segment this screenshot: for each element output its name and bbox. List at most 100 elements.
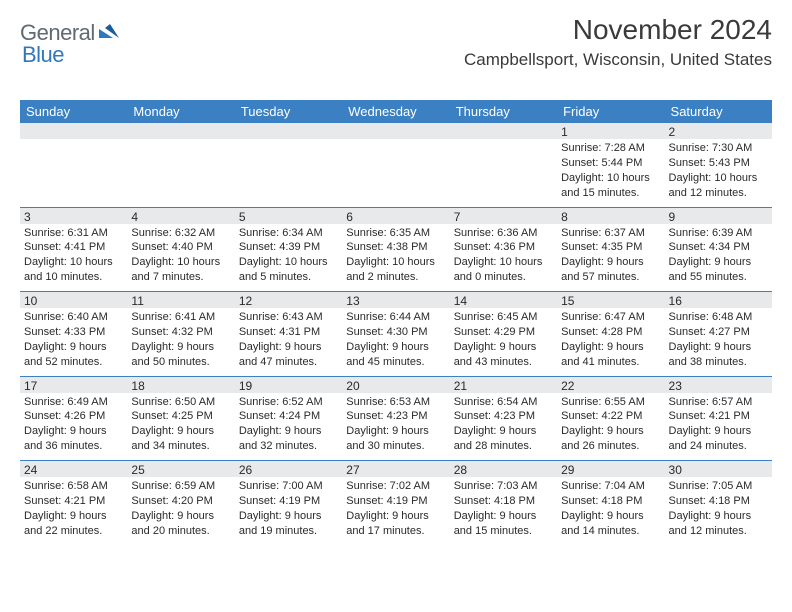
day-content-cell [235,139,342,207]
day-number: 27 [346,463,359,477]
daylight-line: Daylight: 10 hours and 12 minutes. [669,171,768,201]
daylight-line: Daylight: 10 hours and 0 minutes. [454,255,553,285]
day-number-cell: 7 [450,207,557,224]
daylight-line: Daylight: 9 hours and 50 minutes. [131,340,230,370]
day-number-cell: 6 [342,207,449,224]
daylight-line: Daylight: 9 hours and 24 minutes. [669,424,768,454]
day-number: 28 [454,463,467,477]
sunrise-line: Sunrise: 6:45 AM [454,310,553,325]
daynum-row: 17181920212223 [20,376,772,393]
day-number: 17 [24,379,37,393]
sunrise-line: Sunrise: 7:03 AM [454,479,553,494]
daynum-row: 12 [20,123,772,139]
day-number-cell: 3 [20,207,127,224]
sunrise-line: Sunrise: 6:54 AM [454,395,553,410]
day-number-cell [20,123,127,139]
sunrise-line: Sunrise: 6:44 AM [346,310,445,325]
sunset-line: Sunset: 4:34 PM [669,240,768,255]
day-content-cell: Sunrise: 6:57 AMSunset: 4:21 PMDaylight:… [665,393,772,461]
sunset-line: Sunset: 4:36 PM [454,240,553,255]
day-number-cell: 13 [342,292,449,309]
day-header-row: Sunday Monday Tuesday Wednesday Thursday… [20,100,772,123]
sunset-line: Sunset: 4:38 PM [346,240,445,255]
sunset-line: Sunset: 4:21 PM [669,409,768,424]
day-content-cell [20,139,127,207]
daylight-line: Daylight: 9 hours and 45 minutes. [346,340,445,370]
daylight-line: Daylight: 10 hours and 10 minutes. [24,255,123,285]
day-header: Thursday [450,100,557,123]
location-subtitle: Campbellsport, Wisconsin, United States [464,50,772,70]
brand-part2: Blue [22,42,64,67]
day-number-cell: 22 [557,376,664,393]
day-number-cell: 8 [557,207,664,224]
sunset-line: Sunset: 4:39 PM [239,240,338,255]
sunrise-line: Sunrise: 6:57 AM [669,395,768,410]
sunset-line: Sunset: 4:31 PM [239,325,338,340]
content-row: Sunrise: 7:28 AMSunset: 5:44 PMDaylight:… [20,139,772,207]
sunrise-line: Sunrise: 6:47 AM [561,310,660,325]
sunrise-line: Sunrise: 6:35 AM [346,226,445,241]
sunset-line: Sunset: 4:24 PM [239,409,338,424]
daylight-line: Daylight: 9 hours and 19 minutes. [239,509,338,539]
day-number-cell: 24 [20,461,127,478]
day-number-cell: 25 [127,461,234,478]
day-number-cell: 2 [665,123,772,139]
day-number-cell: 21 [450,376,557,393]
day-number-cell: 17 [20,376,127,393]
daylight-line: Daylight: 9 hours and 52 minutes. [24,340,123,370]
day-number-cell [127,123,234,139]
sunset-line: Sunset: 4:35 PM [561,240,660,255]
day-number: 15 [561,294,574,308]
daylight-line: Daylight: 10 hours and 15 minutes. [561,171,660,201]
day-content-cell [342,139,449,207]
day-content-cell: Sunrise: 6:43 AMSunset: 4:31 PMDaylight:… [235,308,342,376]
day-content-cell: Sunrise: 6:59 AMSunset: 4:20 PMDaylight:… [127,477,234,545]
sunrise-line: Sunrise: 6:52 AM [239,395,338,410]
sunrise-line: Sunrise: 6:59 AM [131,479,230,494]
calendar-table: Sunday Monday Tuesday Wednesday Thursday… [20,100,772,545]
sunset-line: Sunset: 5:44 PM [561,156,660,171]
day-number: 19 [239,379,252,393]
day-number-cell: 12 [235,292,342,309]
day-content-cell: Sunrise: 7:30 AMSunset: 5:43 PMDaylight:… [665,139,772,207]
day-content-cell: Sunrise: 6:32 AMSunset: 4:40 PMDaylight:… [127,224,234,292]
sunset-line: Sunset: 4:20 PM [131,494,230,509]
day-content-cell: Sunrise: 7:00 AMSunset: 4:19 PMDaylight:… [235,477,342,545]
sunrise-line: Sunrise: 6:55 AM [561,395,660,410]
day-content-cell: Sunrise: 6:50 AMSunset: 4:25 PMDaylight:… [127,393,234,461]
daynum-row: 10111213141516 [20,292,772,309]
day-content-cell: Sunrise: 6:39 AMSunset: 4:34 PMDaylight:… [665,224,772,292]
month-title: November 2024 [464,14,772,46]
day-number-cell [235,123,342,139]
day-content-cell: Sunrise: 7:28 AMSunset: 5:44 PMDaylight:… [557,139,664,207]
sunset-line: Sunset: 4:19 PM [239,494,338,509]
sunrise-line: Sunrise: 6:43 AM [239,310,338,325]
daylight-line: Daylight: 9 hours and 22 minutes. [24,509,123,539]
sunset-line: Sunset: 4:28 PM [561,325,660,340]
sunrise-line: Sunrise: 7:02 AM [346,479,445,494]
day-number: 22 [561,379,574,393]
content-row: Sunrise: 6:40 AMSunset: 4:33 PMDaylight:… [20,308,772,376]
day-number-cell: 11 [127,292,234,309]
sunrise-line: Sunrise: 6:34 AM [239,226,338,241]
day-content-cell: Sunrise: 6:35 AMSunset: 4:38 PMDaylight:… [342,224,449,292]
header-row: General November 2024 Campbellsport, Wis… [20,14,772,70]
sunset-line: Sunset: 4:19 PM [346,494,445,509]
day-number: 4 [131,210,138,224]
daylight-line: Daylight: 10 hours and 7 minutes. [131,255,230,285]
day-number-cell: 20 [342,376,449,393]
day-number: 9 [669,210,676,224]
day-number: 18 [131,379,144,393]
day-number-cell [342,123,449,139]
brand-mark-icon [99,22,121,45]
sunrise-line: Sunrise: 6:53 AM [346,395,445,410]
day-content-cell [450,139,557,207]
day-content-cell: Sunrise: 6:41 AMSunset: 4:32 PMDaylight:… [127,308,234,376]
daylight-line: Daylight: 9 hours and 20 minutes. [131,509,230,539]
daylight-line: Daylight: 9 hours and 57 minutes. [561,255,660,285]
daylight-line: Daylight: 9 hours and 43 minutes. [454,340,553,370]
daylight-line: Daylight: 9 hours and 47 minutes. [239,340,338,370]
day-header: Monday [127,100,234,123]
sunset-line: Sunset: 4:23 PM [454,409,553,424]
sunrise-line: Sunrise: 6:37 AM [561,226,660,241]
